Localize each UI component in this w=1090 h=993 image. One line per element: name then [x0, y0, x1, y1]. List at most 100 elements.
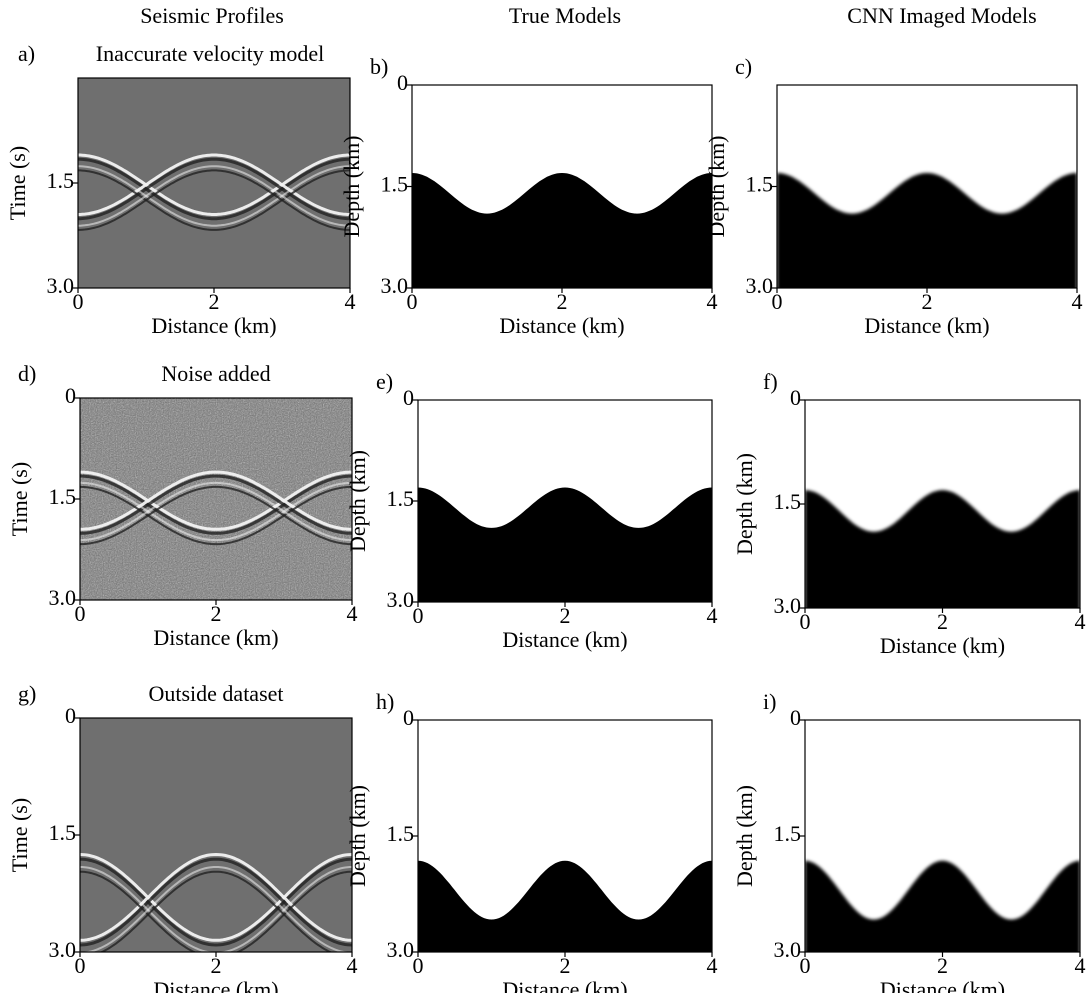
y-axis-label: Time (s): [7, 462, 32, 536]
x-tick-label: 0: [800, 609, 811, 634]
panel-image: [805, 400, 1080, 613]
panel-image: [80, 718, 352, 958]
x-tick-label: 0: [413, 953, 424, 978]
panel-label: g): [18, 681, 36, 706]
panel: 02401.53.0Distance (km)Depth (km)h): [345, 689, 717, 993]
x-axis-label: Distance (km): [499, 313, 624, 338]
x-axis-label: Distance (km): [151, 313, 276, 338]
y-tick-label: 3.0: [49, 937, 77, 962]
x-tick-label: 4: [345, 289, 356, 314]
x-tick-label: 0: [772, 289, 783, 314]
panel-title: Inaccurate velocity model: [96, 41, 324, 66]
y-tick-label: 0: [65, 703, 76, 728]
y-axis-label: Depth (km): [732, 785, 757, 887]
x-tick-label: 0: [413, 603, 424, 628]
y-tick-label: 1.5: [381, 172, 409, 197]
x-tick-label: 2: [937, 609, 948, 634]
panel: 0 2 4 0 1.5 3.0 Distance (km) Depth (km) e): [345, 369, 717, 652]
panel-image: [805, 720, 1080, 957]
panel-title: Outside dataset: [148, 681, 283, 706]
x-tick-label: 4: [1075, 609, 1086, 634]
panel-label: f): [763, 369, 778, 394]
x-tick-label: 0: [75, 601, 86, 626]
x-axis-label: Distance (km): [880, 633, 1005, 658]
y-axis-label: Depth (km): [345, 450, 370, 552]
x-axis-label: Distance (km): [502, 627, 627, 652]
y-tick-label: 1.5: [774, 821, 802, 846]
x-tick-label: 0: [75, 953, 86, 978]
panel-label: a): [18, 41, 35, 66]
panel-label: h): [376, 689, 394, 714]
x-tick-label: 2: [557, 289, 568, 314]
y-tick-label: 1.5: [47, 168, 75, 193]
y-tick-label: 0: [397, 70, 408, 95]
x-tick-label: 2: [560, 953, 571, 978]
x-tick-label: 0: [800, 953, 811, 978]
panel-label: d): [18, 361, 36, 386]
seismic-background: [80, 718, 352, 952]
panel-label: e): [376, 369, 393, 394]
y-tick-label: 1.5: [387, 821, 415, 846]
y-tick-label: 3.0: [774, 937, 802, 962]
x-axis-label: Distance (km): [153, 977, 278, 993]
y-tick-label: 3.0: [746, 273, 774, 298]
x-tick-label: 0: [407, 289, 418, 314]
y-tick-label: 3.0: [387, 937, 415, 962]
y-tick-label: 0: [403, 385, 414, 410]
y-axis-label: Time (s): [7, 798, 32, 872]
x-tick-label: 4: [707, 289, 718, 314]
panel-label: b): [370, 54, 388, 79]
x-tick-label: 4: [347, 953, 358, 978]
x-tick-label: 2: [211, 953, 222, 978]
panel-image: [418, 400, 712, 607]
y-axis-label: Time (s): [5, 146, 30, 220]
column-title: Seismic Profiles: [140, 3, 284, 28]
column-title: CNN Imaged Models: [847, 3, 1036, 28]
panel-image: [412, 85, 712, 293]
x-axis-label: Distance (km): [880, 977, 1005, 993]
y-axis-label: Depth (km): [339, 135, 364, 237]
y-tick-label: 1.5: [746, 172, 774, 197]
panel-label: i): [763, 689, 776, 714]
x-axis-label: Distance (km): [502, 977, 627, 993]
x-tick-label: 4: [1075, 953, 1086, 978]
x-axis-label: Distance (km): [864, 313, 989, 338]
x-tick-label: 2: [209, 289, 220, 314]
x-tick-label: 0: [73, 289, 84, 314]
y-axis-label: Depth (km): [345, 785, 370, 887]
y-tick-label: 0: [65, 383, 76, 408]
y-tick-label: 3.0: [47, 273, 75, 298]
x-tick-label: 2: [211, 601, 222, 626]
x-tick-label: 4: [707, 603, 718, 628]
panel: 0 2 4 0 1.5 3.0 Distance (km) Depth (km) i): [732, 689, 1085, 993]
y-tick-label: 3.0: [387, 587, 415, 612]
x-axis-label: Distance (km): [153, 625, 278, 650]
y-tick-label: 1.5: [387, 486, 415, 511]
panel: 0 2 4 0 1.5 3.0 Distance (km) Depth (km) b): [339, 54, 717, 338]
column-title: True Models: [509, 3, 621, 28]
x-tick-label: 4: [1072, 289, 1083, 314]
panel: 0 2 4 0 1.5 3.0 Distance (km) Depth (km) f): [732, 369, 1085, 658]
panel-label: c): [735, 54, 752, 79]
panel-image: [78, 78, 350, 288]
y-axis-label: Depth (km): [704, 135, 729, 237]
y-tick-label: 3.0: [49, 585, 77, 610]
panel-image: [80, 398, 352, 600]
panel: 0 2 4 1.5 3.0 Distance (km) Time (s) a) Inaccura…: [5, 41, 355, 338]
y-tick-label: 0: [790, 385, 801, 410]
y-tick-label: 3.0: [774, 593, 802, 618]
panel-image: [777, 85, 1077, 293]
x-tick-label: 4: [347, 601, 358, 626]
y-tick-label: 1.5: [49, 820, 77, 845]
y-tick-label: 1.5: [774, 489, 802, 514]
x-tick-label: 2: [937, 953, 948, 978]
x-tick-label: 4: [707, 953, 718, 978]
x-tick-label: 2: [560, 603, 571, 628]
panel-title: Noise added: [161, 361, 270, 386]
y-axis-label: Depth (km): [732, 453, 757, 555]
y-tick-label: 0: [790, 705, 801, 730]
panel-image: [418, 720, 712, 957]
y-tick-label: 3.0: [381, 273, 409, 298]
